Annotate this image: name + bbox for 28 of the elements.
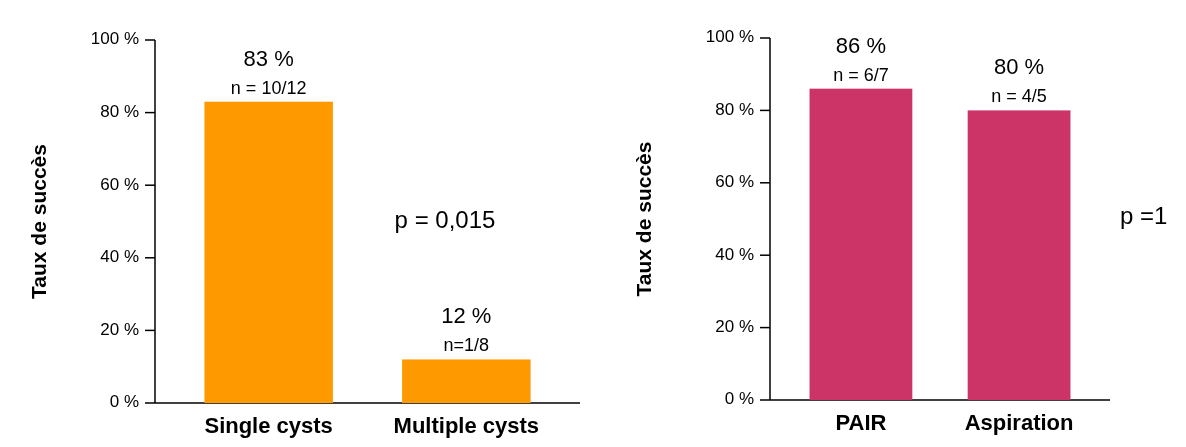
y-tick-label: 20 % <box>100 319 139 339</box>
y-tick-label: 100 % <box>705 27 754 47</box>
data-label: 83 % <box>243 45 294 71</box>
y-tick-label: 0 % <box>109 392 139 412</box>
y-tick-label: 20 % <box>715 317 754 337</box>
data-label: 86 % <box>835 32 887 58</box>
x-tick-label: Multiple cysts <box>393 413 540 438</box>
data-label: 12 % <box>441 303 492 329</box>
annotation: p = 0,015 <box>394 206 496 234</box>
annotation: n=1/8 <box>443 335 490 356</box>
y-axis-title: Taux de succès <box>631 141 655 297</box>
y-tick-label: 100 % <box>90 29 139 49</box>
y-tick-label: 60 % <box>715 172 754 192</box>
annotation: n = 4/5 <box>991 86 1047 107</box>
annotation: n = 10/12 <box>230 77 307 98</box>
x-tick-label: Single cysts <box>204 413 333 438</box>
data-label: 80 % <box>993 54 1045 80</box>
y-tick-label: 40 % <box>715 244 754 264</box>
y-tick-label: 60 % <box>100 174 139 194</box>
annotation: n = 6/7 <box>833 64 889 85</box>
y-tick-label: 80 % <box>100 102 139 122</box>
y-tick-label: 80 % <box>715 99 754 119</box>
text: p =1 <box>1120 202 1168 230</box>
x-tick-label: Aspiration <box>964 410 1074 435</box>
y-tick-label: 40 % <box>100 247 139 267</box>
y-tick-label: 0 % <box>724 389 754 409</box>
x-tick-label: PAIR <box>835 410 887 435</box>
y-axis-title: Taux de succès <box>26 144 50 299</box>
